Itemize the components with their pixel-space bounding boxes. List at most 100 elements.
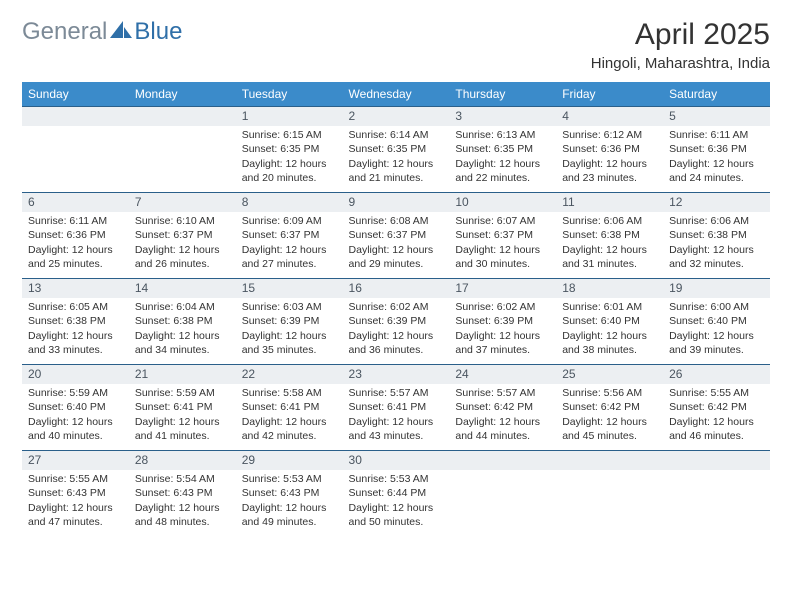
day-header: Friday [556,82,663,106]
day-details: Sunrise: 6:05 AMSunset: 6:38 PMDaylight:… [22,298,129,361]
day-detail-line: Sunrise: 6:11 AM [669,128,764,142]
day-detail-line: Daylight: 12 hours and 45 minutes. [562,415,657,443]
title-block: April 2025 Hingoli, Maharashtra, India [591,18,770,72]
day-cell: 1Sunrise: 6:15 AMSunset: 6:35 PMDaylight… [236,106,343,192]
day-number: 22 [236,364,343,384]
day-details: Sunrise: 5:53 AMSunset: 6:43 PMDaylight:… [236,470,343,533]
day-number: 10 [449,192,556,212]
day-detail-line: Daylight: 12 hours and 23 minutes. [562,157,657,185]
day-number: 17 [449,278,556,298]
day-cell: 16Sunrise: 6:02 AMSunset: 6:39 PMDayligh… [343,278,450,364]
day-detail-line: Daylight: 12 hours and 22 minutes. [455,157,550,185]
day-detail-line: Sunrise: 5:54 AM [135,472,230,486]
week-row: 27Sunrise: 5:55 AMSunset: 6:43 PMDayligh… [22,450,770,536]
day-details: Sunrise: 5:55 AMSunset: 6:43 PMDaylight:… [22,470,129,533]
day-cell: 25Sunrise: 5:56 AMSunset: 6:42 PMDayligh… [556,364,663,450]
day-detail-line: Sunrise: 6:14 AM [349,128,444,142]
day-header: Monday [129,82,236,106]
day-detail-line: Daylight: 12 hours and 40 minutes. [28,415,123,443]
day-cell: 27Sunrise: 5:55 AMSunset: 6:43 PMDayligh… [22,450,129,536]
day-detail-line: Sunset: 6:36 PM [562,142,657,156]
day-details: Sunrise: 6:02 AMSunset: 6:39 PMDaylight:… [449,298,556,361]
sail-icon [110,21,132,39]
day-details: Sunrise: 6:02 AMSunset: 6:39 PMDaylight:… [343,298,450,361]
page-title: April 2025 [591,18,770,51]
page: General Blue April 2025 Hingoli, Maharas… [0,0,792,546]
day-details: Sunrise: 6:15 AMSunset: 6:35 PMDaylight:… [236,126,343,189]
day-detail-line: Daylight: 12 hours and 49 minutes. [242,501,337,529]
day-number: 12 [663,192,770,212]
day-detail-line: Sunset: 6:41 PM [349,400,444,414]
day-detail-line: Daylight: 12 hours and 27 minutes. [242,243,337,271]
day-number: 30 [343,450,450,470]
day-detail-line: Sunrise: 5:53 AM [349,472,444,486]
day-cell: 17Sunrise: 6:02 AMSunset: 6:39 PMDayligh… [449,278,556,364]
day-detail-line: Sunset: 6:36 PM [669,142,764,156]
day-cell: 29Sunrise: 5:53 AMSunset: 6:43 PMDayligh… [236,450,343,536]
day-cell: 15Sunrise: 6:03 AMSunset: 6:39 PMDayligh… [236,278,343,364]
week-row: 20Sunrise: 5:59 AMSunset: 6:40 PMDayligh… [22,364,770,450]
week-row: 1Sunrise: 6:15 AMSunset: 6:35 PMDaylight… [22,106,770,192]
day-number: 3 [449,106,556,126]
day-number [556,450,663,470]
day-cell: 8Sunrise: 6:09 AMSunset: 6:37 PMDaylight… [236,192,343,278]
day-number: 4 [556,106,663,126]
day-cell: 18Sunrise: 6:01 AMSunset: 6:40 PMDayligh… [556,278,663,364]
day-detail-line: Daylight: 12 hours and 35 minutes. [242,329,337,357]
day-details: Sunrise: 5:58 AMSunset: 6:41 PMDaylight:… [236,384,343,447]
day-number: 19 [663,278,770,298]
day-cell [449,450,556,536]
day-cell: 9Sunrise: 6:08 AMSunset: 6:37 PMDaylight… [343,192,450,278]
day-detail-line: Daylight: 12 hours and 26 minutes. [135,243,230,271]
day-details [22,126,129,132]
day-detail-line: Sunrise: 6:06 AM [562,214,657,228]
day-detail-line: Sunrise: 5:58 AM [242,386,337,400]
day-cell: 3Sunrise: 6:13 AMSunset: 6:35 PMDaylight… [449,106,556,192]
day-detail-line: Sunset: 6:36 PM [28,228,123,242]
day-number: 9 [343,192,450,212]
day-number: 27 [22,450,129,470]
day-number: 23 [343,364,450,384]
day-detail-line: Daylight: 12 hours and 42 minutes. [242,415,337,443]
day-cell: 13Sunrise: 6:05 AMSunset: 6:38 PMDayligh… [22,278,129,364]
day-details: Sunrise: 6:08 AMSunset: 6:37 PMDaylight:… [343,212,450,275]
day-details: Sunrise: 6:00 AMSunset: 6:40 PMDaylight:… [663,298,770,361]
day-header: Thursday [449,82,556,106]
day-number: 8 [236,192,343,212]
day-detail-line: Daylight: 12 hours and 47 minutes. [28,501,123,529]
day-cell: 14Sunrise: 6:04 AMSunset: 6:38 PMDayligh… [129,278,236,364]
day-details: Sunrise: 5:59 AMSunset: 6:41 PMDaylight:… [129,384,236,447]
day-detail-line: Sunrise: 6:01 AM [562,300,657,314]
day-detail-line: Daylight: 12 hours and 36 minutes. [349,329,444,357]
day-cell: 2Sunrise: 6:14 AMSunset: 6:35 PMDaylight… [343,106,450,192]
day-detail-line: Sunrise: 6:15 AM [242,128,337,142]
day-detail-line: Sunset: 6:42 PM [455,400,550,414]
day-detail-line: Sunset: 6:43 PM [135,486,230,500]
day-cell: 20Sunrise: 5:59 AMSunset: 6:40 PMDayligh… [22,364,129,450]
day-detail-line: Sunrise: 6:03 AM [242,300,337,314]
day-detail-line: Sunset: 6:42 PM [669,400,764,414]
day-detail-line: Daylight: 12 hours and 46 minutes. [669,415,764,443]
day-cell [22,106,129,192]
day-header: Wednesday [343,82,450,106]
day-cell: 23Sunrise: 5:57 AMSunset: 6:41 PMDayligh… [343,364,450,450]
calendar-table: Sunday Monday Tuesday Wednesday Thursday… [22,82,770,536]
day-detail-line: Sunrise: 6:12 AM [562,128,657,142]
day-detail-line: Sunrise: 6:13 AM [455,128,550,142]
day-details: Sunrise: 6:04 AMSunset: 6:38 PMDaylight:… [129,298,236,361]
day-detail-line: Daylight: 12 hours and 43 minutes. [349,415,444,443]
day-detail-line: Sunrise: 5:59 AM [28,386,123,400]
day-detail-line: Daylight: 12 hours and 24 minutes. [669,157,764,185]
day-detail-line: Sunset: 6:44 PM [349,486,444,500]
day-number: 28 [129,450,236,470]
day-number [22,106,129,126]
day-detail-line: Daylight: 12 hours and 32 minutes. [669,243,764,271]
day-cell: 4 Sunrise: 6:12 AMSunset: 6:36 PMDaylight… [556,106,663,192]
day-cell: 30Sunrise: 5:53 AMSunset: 6:44 PMDayligh… [343,450,450,536]
day-detail-line: Daylight: 12 hours and 31 minutes. [562,243,657,271]
day-detail-line: Sunrise: 5:55 AM [28,472,123,486]
day-detail-line: Daylight: 12 hours and 34 minutes. [135,329,230,357]
day-number: 7 [129,192,236,212]
day-cell: 11Sunrise: 6:06 AMSunset: 6:38 PMDayligh… [556,192,663,278]
day-detail-line: Sunset: 6:41 PM [242,400,337,414]
